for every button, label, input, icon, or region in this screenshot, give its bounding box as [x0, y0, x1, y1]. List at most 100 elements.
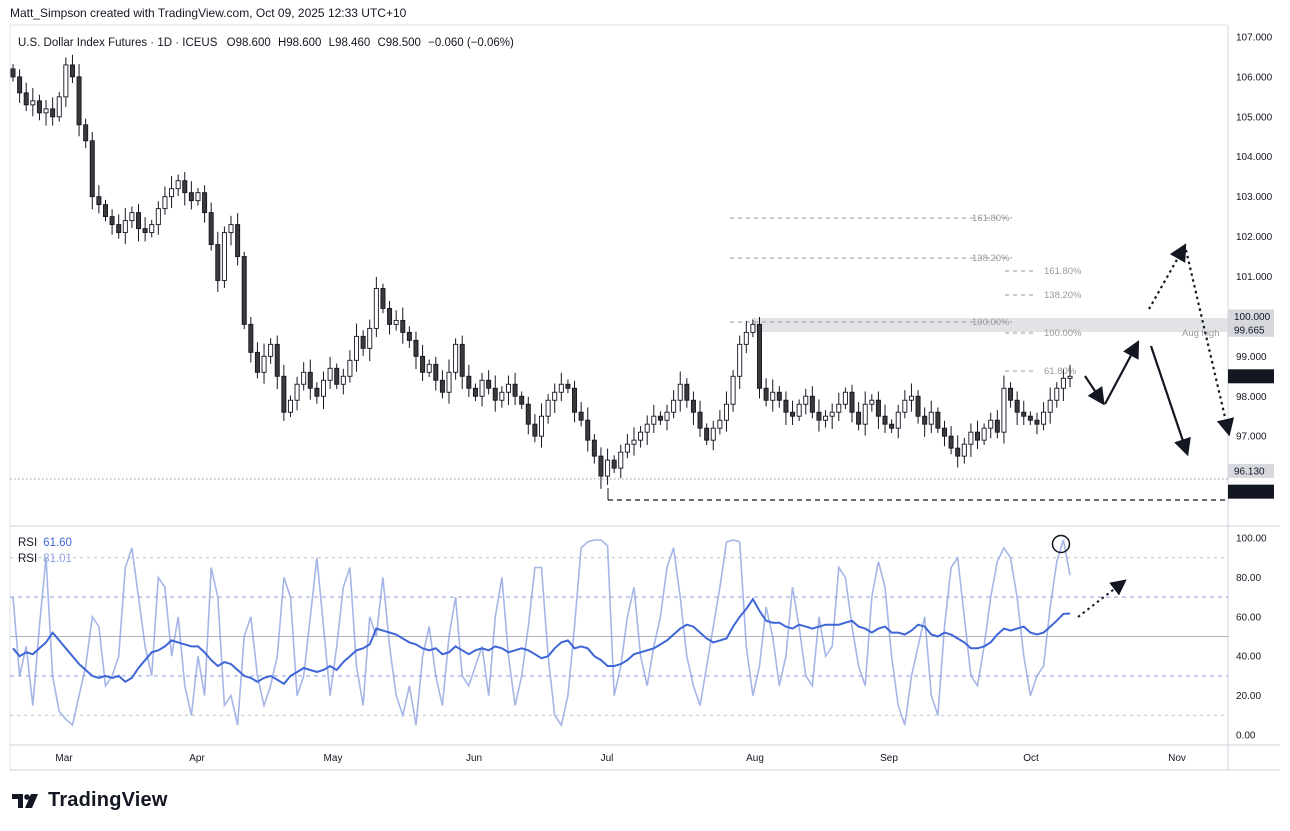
candle — [545, 394, 551, 424]
candle — [572, 380, 578, 423]
price-label-bg — [1228, 309, 1274, 324]
fib-extension-a[interactable]: 161.80% 138.20% 100.00% — [730, 213, 1012, 328]
candle-body — [1054, 387, 1060, 401]
candle-body — [23, 92, 29, 106]
candle-body — [122, 220, 128, 234]
candle — [76, 64, 82, 137]
candle — [961, 438, 967, 464]
time-axis[interactable]: Mar Apr May Jun Jul Aug Sep Oct Nov — [55, 753, 1186, 764]
candle-body — [413, 339, 419, 357]
candle-body — [545, 399, 551, 417]
candle — [472, 383, 478, 402]
candle — [294, 376, 300, 411]
price-tick-label: 105.000 — [1236, 112, 1273, 123]
candle-body — [63, 64, 69, 98]
candle — [829, 403, 835, 429]
candle — [413, 331, 419, 370]
candle-body — [505, 383, 511, 393]
candle-body — [155, 208, 161, 226]
candle — [354, 323, 360, 372]
candle-body — [657, 415, 663, 421]
candle — [704, 423, 710, 445]
chart-credit: Matt_Simpson created with TradingView.co… — [10, 6, 407, 20]
candle — [605, 448, 611, 485]
projection-arrows[interactable] — [1077, 243, 1235, 618]
candle-body — [360, 335, 366, 349]
candle-body — [499, 391, 505, 401]
candle-body — [1041, 411, 1047, 425]
price-label-text: 96.130 — [1234, 467, 1265, 478]
candle — [83, 118, 89, 149]
candle — [182, 171, 188, 206]
candle — [988, 412, 994, 439]
candle-body — [908, 395, 914, 401]
rsi-axis[interactable]: 100.00 80.00 60.00 40.00 20.00 0.00 — [1236, 534, 1267, 742]
candle — [585, 407, 591, 452]
rsi-series-line — [12, 539, 1071, 728]
candle-body — [585, 419, 591, 441]
candle-body — [743, 331, 749, 345]
candle — [142, 217, 148, 242]
price-tick-label: 97.000 — [1236, 432, 1267, 443]
candle-body — [241, 256, 247, 325]
candle — [129, 206, 135, 229]
time-tick-label: Jul — [601, 753, 614, 764]
candle-body — [671, 399, 677, 413]
candle — [968, 423, 974, 457]
candle-body — [129, 212, 135, 222]
price-tick-label: 99.000 — [1236, 352, 1267, 363]
candle-body — [816, 411, 822, 421]
time-tick-label: Apr — [189, 753, 205, 764]
candle — [816, 399, 822, 432]
aug-high-zone[interactable] — [752, 318, 1228, 332]
candle — [307, 359, 313, 400]
candle-body — [895, 411, 901, 429]
candle — [175, 174, 181, 197]
candle-body — [1067, 375, 1073, 379]
tradingview-logo[interactable]: TradingView — [12, 789, 168, 812]
candle — [10, 64, 16, 82]
candle — [215, 231, 221, 292]
candle-body — [50, 108, 56, 118]
candle-body — [142, 228, 148, 234]
rsi-lines[interactable] — [12, 539, 1071, 728]
rsi-tick-label: 20.00 — [1236, 691, 1261, 702]
candle-body — [763, 387, 769, 401]
candle-body — [268, 343, 274, 357]
candle — [1027, 411, 1033, 425]
candle — [757, 316, 763, 399]
candle-body — [109, 216, 115, 226]
main-legend[interactable]: U.S. Dollar Index Futures · 1D · ICEUS O… — [18, 37, 514, 49]
candle — [202, 185, 208, 223]
candle — [750, 319, 756, 338]
candle-body — [380, 288, 386, 309]
candle-body — [552, 391, 558, 401]
candlestick-series[interactable] — [10, 54, 1073, 489]
candle-body — [519, 395, 525, 405]
candle-body — [690, 399, 696, 413]
fib-a-label-100: 100.00% — [972, 317, 1010, 328]
candle — [122, 207, 128, 245]
candle-body — [809, 395, 815, 413]
fib-extension-b[interactable]: 161.80% 138.20% 100.00% 61.80% — [1005, 266, 1082, 377]
candle — [710, 420, 716, 451]
candle — [690, 391, 696, 425]
candle — [274, 335, 280, 390]
candle — [842, 387, 848, 410]
candle-body — [525, 403, 531, 425]
price-label-bg — [1228, 369, 1274, 384]
rsi-legend-2[interactable]: RSI 81.01 — [18, 553, 72, 565]
candle-body — [644, 423, 650, 433]
candle — [730, 370, 736, 412]
candle — [611, 455, 617, 473]
price-label-text: 100.000 — [1234, 312, 1271, 323]
candle — [862, 391, 868, 436]
candle-body — [373, 288, 379, 329]
price-label-text: 99.665 — [1234, 326, 1265, 337]
rsi-tick-label: 0.00 — [1236, 731, 1256, 742]
candle-body — [347, 359, 353, 377]
candle — [254, 342, 260, 379]
rsi-legend-1[interactable]: RSI 61.60 — [18, 537, 72, 549]
price-labels: 100.000 99.665 98.500 96.130 95.610 — [1228, 309, 1274, 499]
